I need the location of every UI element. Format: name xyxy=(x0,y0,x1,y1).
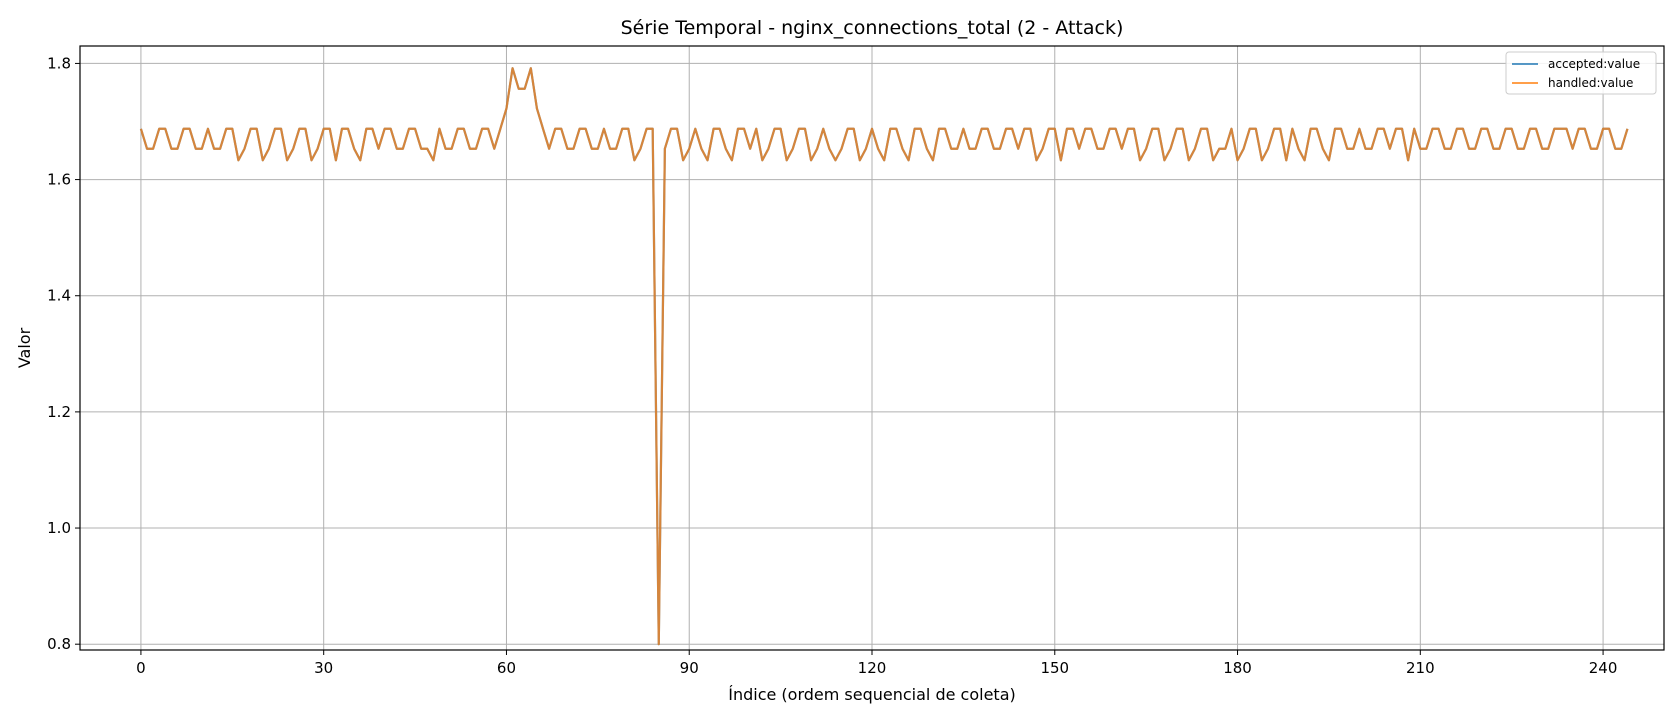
y-tick-label: 0.8 xyxy=(47,635,71,653)
series-line-handled xyxy=(139,67,1629,646)
legend-label-handled: handled:value xyxy=(1548,76,1633,90)
y-tick-label: 1.4 xyxy=(47,287,71,305)
x-tick-label: 120 xyxy=(858,659,887,677)
x-tick-label: 150 xyxy=(1040,659,1069,677)
y-axis-title: Valor xyxy=(15,327,34,368)
x-tick-label: 210 xyxy=(1406,659,1435,677)
axis-ticks: 0 30 60 90 120 150 180 210 240 0.8 1.0 1.2 1.4 1.6 1.8 xyxy=(47,54,1617,677)
x-tick-label: 0 xyxy=(136,659,146,677)
y-tick-label: 1.0 xyxy=(47,519,71,537)
x-tick-label: 180 xyxy=(1223,659,1252,677)
x-axis-title: Índice (ordem sequencial de coleta) xyxy=(728,685,1016,704)
chart-title: Série Temporal - nginx_connections_total… xyxy=(621,17,1124,39)
legend: accepted:value handled:value xyxy=(1505,51,1657,95)
series-lines xyxy=(139,67,1629,646)
x-tick-label: 30 xyxy=(314,659,333,677)
legend-label-accepted: accepted:value xyxy=(1548,57,1640,71)
grid xyxy=(80,46,1664,650)
x-tick-label: 90 xyxy=(680,659,699,677)
legend-box xyxy=(1505,51,1657,95)
x-tick-label: 240 xyxy=(1589,659,1618,677)
x-tick-label: 60 xyxy=(497,659,516,677)
y-tick-label: 1.2 xyxy=(47,403,71,421)
y-tick-label: 1.8 xyxy=(47,54,71,72)
y-tick-label: 1.6 xyxy=(47,171,71,189)
